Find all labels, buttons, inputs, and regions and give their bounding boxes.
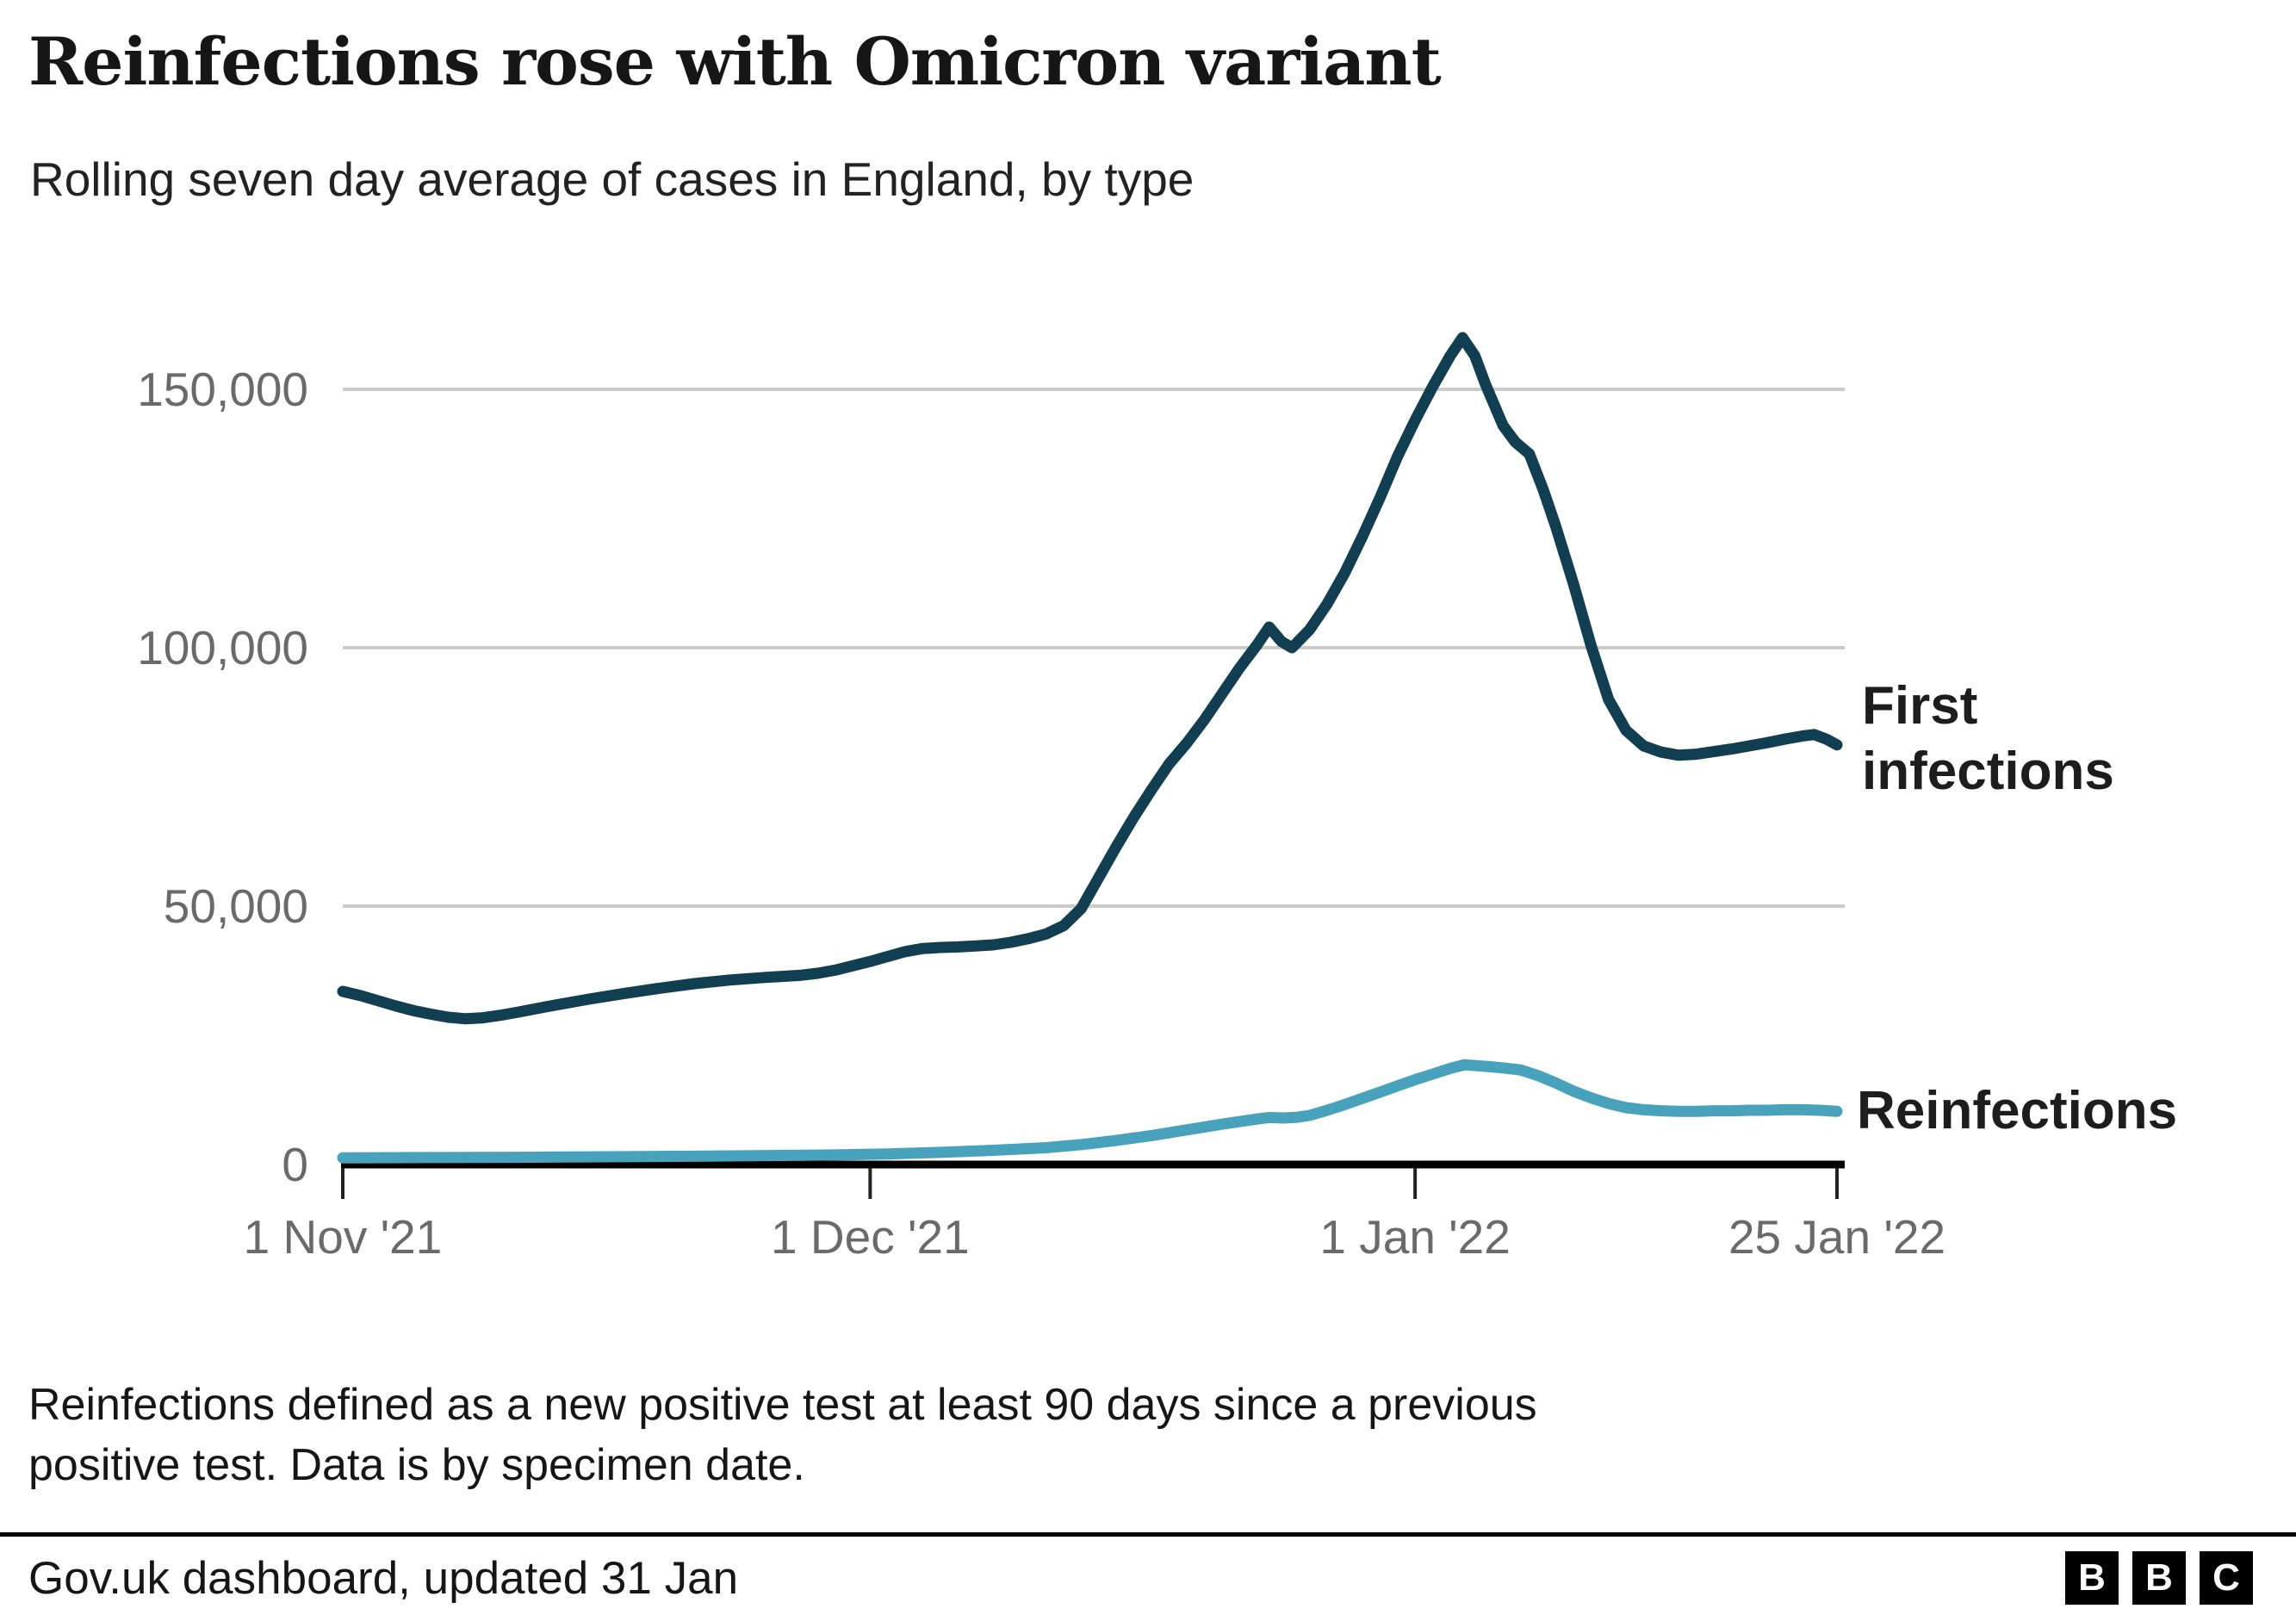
- x-tick-label: 25 Jan '22: [1728, 1210, 1946, 1264]
- footer-divider: [0, 1532, 2296, 1537]
- footnote-line1: Reinfections defined as a new positive t…: [28, 1380, 1537, 1430]
- y-tick-label: 50,000: [163, 879, 308, 933]
- first-infections-label: First infections: [1862, 674, 2114, 804]
- reinfections-label-line1: Reinfections: [1857, 1081, 2178, 1140]
- y-tick-label: 150,000: [137, 363, 308, 416]
- footnote: Reinfections defined as a new positive t…: [28, 1375, 1537, 1495]
- reinfections-line: [337, 1059, 1843, 1164]
- chart-title: Reinfections rose with Omicron variant: [28, 23, 1442, 100]
- footnote-line2: positive test. Data is by specimen date.: [28, 1440, 805, 1490]
- x-tick-label: 1 Jan '22: [1319, 1210, 1511, 1264]
- x-tick-label: 1 Dec '21: [771, 1210, 970, 1264]
- bbc-logo-letter: C: [2200, 1551, 2253, 1605]
- y-tick-label: 0: [282, 1138, 308, 1191]
- gridlines: [343, 388, 1845, 908]
- x-tick-label: 1 Nov '21: [243, 1210, 443, 1264]
- bbc-logo: B B C: [2065, 1551, 2253, 1605]
- reinfections-label: Reinfections: [1857, 1078, 2177, 1144]
- first-infections-label-line1: First: [1862, 676, 1978, 736]
- first-infections-line: [337, 332, 1843, 1025]
- chart-subtitle: Rolling seven day average of cases in En…: [30, 152, 1195, 206]
- bbc-logo-letter: B: [2132, 1551, 2186, 1605]
- bbc-logo-letter: B: [2065, 1551, 2119, 1605]
- source-text: Gov.uk dashboard, updated 31 Jan: [28, 1553, 739, 1604]
- first-infections-label-line2: infections: [1862, 742, 2114, 801]
- y-tick-label: 100,000: [137, 621, 308, 674]
- x-axis-ticks: [341, 1168, 1840, 1199]
